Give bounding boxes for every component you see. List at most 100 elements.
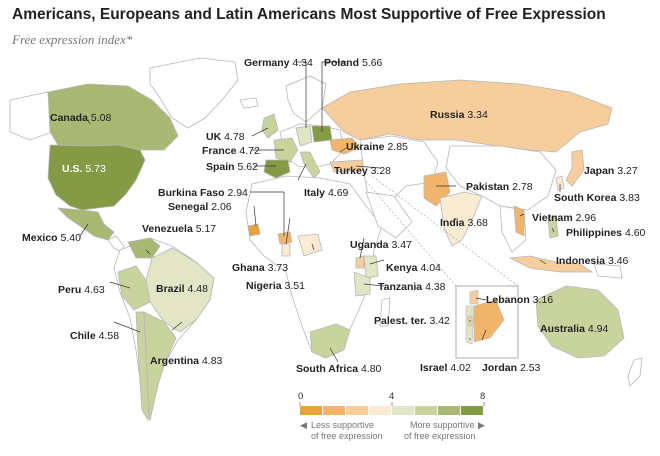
label-peru: Peru 4.63: [58, 284, 105, 296]
legend-less-line2: of free expression: [311, 431, 383, 441]
usa-shape: [47, 144, 146, 211]
label-vietnam: Vietnam 2.96: [532, 212, 596, 224]
vietnam-shape: [513, 205, 525, 237]
legend-tick-4: 4: [389, 391, 394, 402]
label-canada: Canada 5.08: [50, 112, 111, 124]
tanzania-shape: [353, 271, 371, 297]
madagascar-shape: [379, 297, 391, 327]
land-layer: [9, 57, 643, 422]
greenland-shape: [149, 57, 239, 129]
label-germany: Germany 4.34: [244, 57, 313, 69]
legend-swatch: [346, 406, 368, 415]
label-argentina: Argentina 4.83: [150, 355, 223, 367]
legend-less-arrow: ◀: [300, 420, 307, 430]
label-indonesia: Indonesia 3.46: [556, 255, 629, 267]
legend-tick-0: 0: [298, 391, 303, 402]
south-africa-shape: [309, 323, 351, 359]
uganda-shape: [355, 255, 365, 269]
argentina-shape: [143, 311, 177, 421]
lebanon-shape: [469, 289, 479, 305]
label-pakistan: Pakistan 2.78: [466, 181, 533, 193]
label-palestinian-territories: Palest. ter. 3.42: [374, 315, 450, 327]
chart-subtitle: Free expression index*: [12, 32, 133, 47]
philippines-shape: [547, 215, 559, 239]
label-philippines: Philippines 4.60: [566, 227, 646, 239]
label-brazil: Brazil 4.48: [156, 283, 208, 295]
china-shape: [445, 145, 557, 211]
legend-swatch: [392, 406, 414, 415]
mexico-shape: [56, 207, 115, 241]
country-labels: Canada 5.08 U.S. 5.73 Mexico 5.40 Venezu…: [22, 57, 646, 375]
chart-title: Americans, Europeans and Latin Americans…: [12, 6, 606, 23]
australia-shape: [535, 285, 625, 359]
arabia-shape: [365, 191, 413, 239]
label-uk: UK 4.78: [206, 131, 245, 143]
new-zealand-shape: [627, 357, 643, 387]
spain-shape: [263, 159, 291, 179]
ghana-shape: [281, 243, 291, 257]
india-shape: [439, 191, 483, 247]
middle-east-shape: [359, 135, 439, 205]
label-venezuela: Venezuela 5.17: [142, 223, 216, 235]
france-shape: [273, 137, 299, 163]
legend-more-arrow: ▶: [478, 420, 485, 430]
iceland-shape: [239, 97, 259, 109]
inset-connector-right: [371, 175, 519, 287]
label-south-korea: South Korea 3.83: [554, 192, 640, 204]
kenya-shape: [363, 255, 379, 279]
germany-shape: [295, 125, 313, 147]
russia-shape: [321, 79, 613, 153]
italy-shape: [299, 151, 321, 179]
label-russia: Russia 3.34: [430, 109, 488, 121]
label-tanzania: Tanzania 4.38: [378, 281, 446, 293]
label-chile: Chile 4.58: [70, 330, 119, 342]
label-south-africa: South Africa 4.80: [296, 363, 382, 375]
label-turkey: Turkey 3.28: [334, 165, 391, 177]
legend-swatch: [369, 406, 391, 415]
legend-swatch: [461, 406, 483, 415]
label-ghana: Ghana 3.73: [232, 262, 288, 274]
legend: 0 4 8 ◀ Less supportive of free expressi…: [298, 391, 485, 441]
jordan-shape: [473, 299, 505, 343]
inset-connector-left: [364, 179, 457, 287]
legend-swatch: [323, 406, 345, 415]
label-israel: Israel 4.02: [420, 362, 471, 374]
label-japan: Japan 3.27: [584, 165, 638, 177]
legend-more-line2: of free expression: [404, 431, 476, 441]
indonesia-shape: [508, 255, 594, 273]
label-mexico: Mexico 5.40: [22, 232, 81, 244]
senegal-shape: [247, 223, 261, 237]
legend-less-line1: Less supportive: [311, 420, 374, 430]
label-india: India 3.68: [440, 217, 488, 229]
ukraine-shape: [329, 137, 361, 155]
label-ukraine: Ukraine 2.85: [346, 141, 408, 153]
label-spain: Spain 5.62: [206, 161, 258, 173]
label-us: U.S. 5.73: [62, 163, 106, 175]
leader-lines: [79, 61, 561, 363]
japan-shape: [565, 149, 585, 187]
papua-shape: [593, 263, 623, 279]
label-uganda: Uganda 3.47: [350, 239, 412, 251]
label-burkina-faso: Burkina Faso 2.94: [158, 187, 248, 199]
label-lebanon: Lebanon 3.16: [486, 294, 553, 306]
venezuela-shape: [127, 237, 161, 259]
peru-shape: [117, 265, 151, 311]
burkina-faso-shape: [277, 231, 293, 245]
legend-swatch: [438, 406, 460, 415]
label-poland: Poland 5.66: [324, 57, 383, 69]
alaska-shape: [9, 91, 53, 141]
legend-swatch: [300, 406, 322, 415]
legend-more-line1: More supportive: [410, 420, 475, 430]
label-nigeria: Nigeria 3.51: [246, 280, 305, 292]
legend-swatch: [415, 406, 437, 415]
label-jordan: Jordan 2.53: [482, 362, 541, 374]
legend-tick-8: 8: [480, 391, 485, 402]
label-italy: Italy 4.69: [304, 187, 349, 199]
label-kenya: Kenya 4.04: [386, 262, 441, 274]
label-france: France 4.72: [202, 145, 260, 157]
nigeria-shape: [297, 233, 323, 257]
uk-shape: [261, 113, 279, 139]
label-australia: Australia 4.94: [540, 323, 608, 335]
middle-east-inset: [364, 175, 519, 359]
